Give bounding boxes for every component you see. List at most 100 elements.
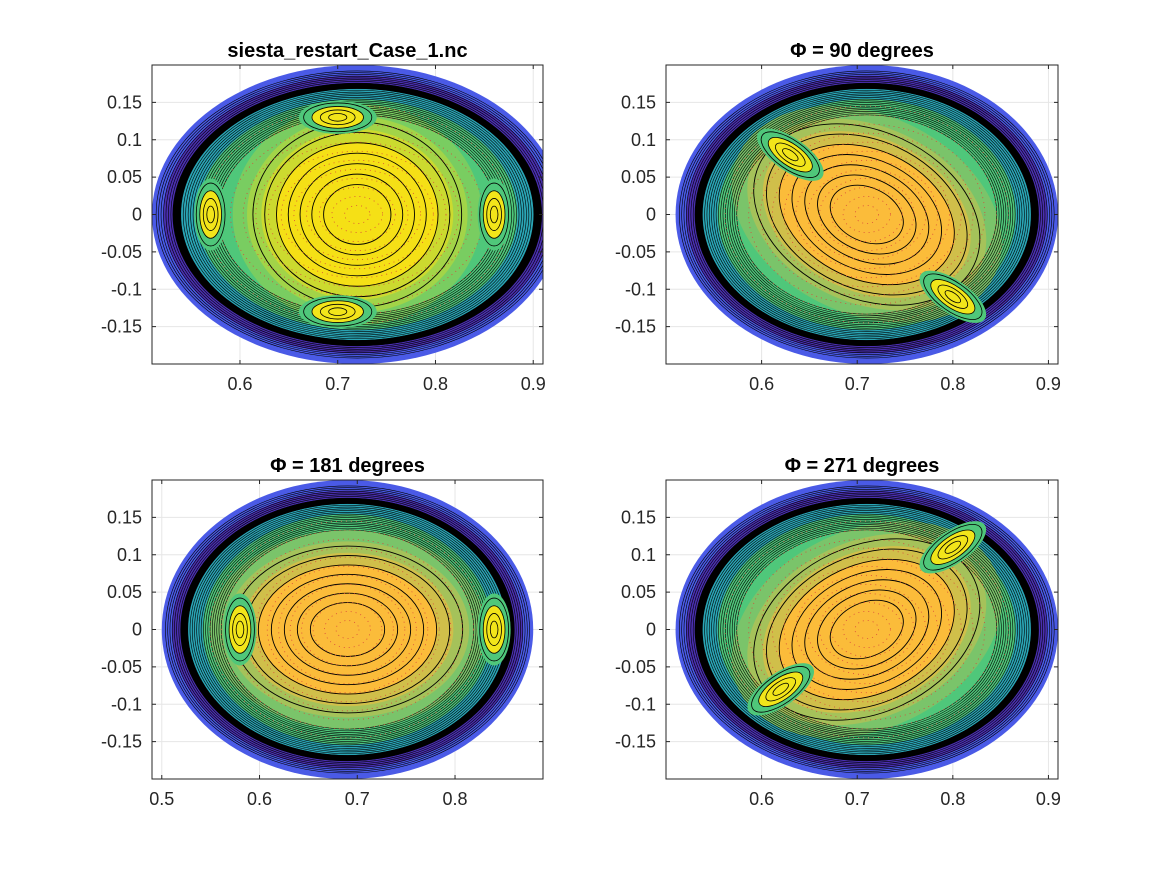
contour-line-core [323,184,392,245]
subplot-1: 0.6 0.7 0.8 0.9 0.15 0.1 0.05 0 -0.05 -0.1 -0.15 si… [101,40,546,394]
x-tick-label: 0.8 [423,374,448,394]
island-contour [228,605,252,654]
contour-line-outer [718,515,1016,744]
contour-line-core [778,143,955,286]
flux-surface-ring [324,611,371,648]
flux-surface-ring [760,547,974,712]
island-contour [765,677,797,702]
y-tick-label: 0.05 [107,167,142,187]
x-axis: 0.6 0.7 0.8 0.9 [227,65,546,394]
contour-line-core [829,599,904,660]
y-tick-label: -0.15 [615,317,656,337]
flux-surface-ring [335,620,360,639]
x-tick-label: 0.9 [521,374,546,394]
contour-line-outer [690,494,1044,765]
contour-line-outer [163,75,543,354]
contour-line-outer [697,84,1037,345]
flux-surface-ring [232,538,463,721]
y-tick-label: 0.05 [107,582,142,602]
flux-surface-ring [280,159,434,270]
flux-surface-ring [724,105,1009,324]
subplot-4-title: Φ = 271 degrees [785,455,940,477]
contour-line-outer [708,508,1025,751]
island-contour [202,198,219,231]
contour-line-core [804,579,930,680]
island-core [199,190,222,239]
contour-line-outer [685,75,1048,354]
contour-line-outer [731,526,1002,733]
y-tick-label: 0.15 [107,507,142,527]
contour-line-core [264,131,451,298]
flux-surface-ring [748,538,986,721]
y-tick-label: 0.1 [631,545,656,565]
contour-line-outer [722,104,1011,325]
flux-surface-ring [724,520,1009,739]
contour-line-outer [167,487,528,772]
contour-line-outer [720,102,1014,327]
contour-line-outer [699,501,1034,758]
subplot-2-title: Φ = 90 degrees [790,40,934,62]
y-tick-label: 0 [132,620,142,640]
island-contour [482,605,506,654]
contour-line-outer [699,86,1034,343]
contour-line-outer [176,494,519,765]
contour-line-core [778,558,955,701]
island-contour [489,205,499,224]
island-contour [930,529,976,565]
x-tick-label: 0.7 [845,374,870,394]
x-axis: 0.5 0.6 0.7 0.8 [149,480,468,809]
contour-line-outer [168,79,543,350]
flux-surface-ring [312,601,383,658]
flux-surface-ring [783,565,950,694]
island-core [311,300,364,323]
x-axis: 0.6 0.7 0.8 0.9 [749,65,1061,394]
island-contour [479,597,509,662]
contour-line-outer [715,98,1018,331]
island-contour [232,613,248,646]
contour-line-outer [720,517,1014,742]
flux-surface-ring [266,565,429,694]
flux-surfaces [724,105,1009,324]
flux-surface-ring [819,592,915,667]
island-contour [311,300,364,323]
contour-line-outer [718,100,1016,329]
contour-line-outer [704,89,1030,340]
contour-line-outer [681,487,1053,772]
island-core [930,529,976,565]
flux-surface-ring [278,574,417,685]
contour-line-outer [711,510,1023,749]
flux-surface-ring [344,205,371,224]
flux-surface-ring [242,132,472,297]
island-core [228,605,251,654]
island-contour [758,671,804,707]
island-contour [760,131,820,178]
contour-line-outer [704,504,1030,755]
island-contour [486,198,502,231]
contour-line-outer [688,492,1046,767]
contour-plot [152,65,543,364]
y-tick-label: -0.1 [625,279,656,299]
x-tick-label: 0.7 [345,789,370,809]
y-tick-label: 0.1 [117,130,142,150]
flux-surface-ring [842,611,891,648]
flux-surface-ring [318,186,396,243]
contour-line-outer [692,496,1041,763]
island-contour [944,290,962,304]
y-tick-label: -0.1 [111,279,142,299]
y-axis: 0.15 0.1 0.05 0 -0.05 -0.1 -0.15 [101,507,543,752]
flux-surface-ring [736,529,998,730]
flux-surface-ring [301,592,394,667]
contour-line-outer [178,496,517,763]
y-axis: 0.15 0.1 0.05 0 -0.05 -0.1 -0.15 [615,507,1058,752]
y-axis: 0.15 0.1 0.05 0 -0.05 -0.1 -0.15 [101,92,543,337]
contour-line-outer [160,74,543,355]
y-tick-label: -0.05 [101,657,142,677]
contour-line-core [311,173,404,256]
island-contour [225,597,255,662]
island-contour [775,142,806,167]
contour-line-outer [177,86,537,343]
contour-line-core [283,583,412,676]
contour-line-outer [715,513,1018,746]
island-contour [944,540,962,554]
flux-surface-ring [819,177,915,252]
